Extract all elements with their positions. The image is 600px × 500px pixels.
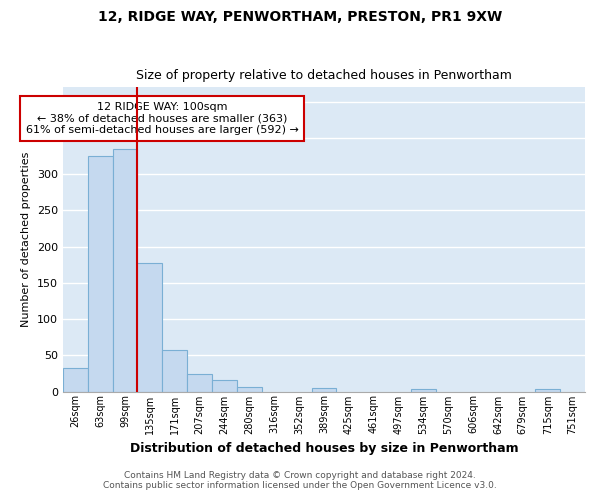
Bar [237,387,262,392]
Bar [63,368,88,392]
Bar [535,388,560,392]
Bar [311,388,337,392]
Bar [113,149,137,392]
Bar [163,350,187,392]
Bar [411,390,436,392]
Bar [187,374,212,392]
Text: 12 RIDGE WAY: 100sqm
← 38% of detached houses are smaller (363)
61% of semi-deta: 12 RIDGE WAY: 100sqm ← 38% of detached h… [26,102,299,135]
Bar [137,262,163,392]
Bar [212,380,237,392]
Title: Size of property relative to detached houses in Penwortham: Size of property relative to detached ho… [136,69,512,82]
Y-axis label: Number of detached properties: Number of detached properties [22,152,31,327]
Bar [88,156,113,392]
X-axis label: Distribution of detached houses by size in Penwortham: Distribution of detached houses by size … [130,442,518,455]
Text: Contains HM Land Registry data © Crown copyright and database right 2024.
Contai: Contains HM Land Registry data © Crown c… [103,470,497,490]
Text: 12, RIDGE WAY, PENWORTHAM, PRESTON, PR1 9XW: 12, RIDGE WAY, PENWORTHAM, PRESTON, PR1 … [98,10,502,24]
